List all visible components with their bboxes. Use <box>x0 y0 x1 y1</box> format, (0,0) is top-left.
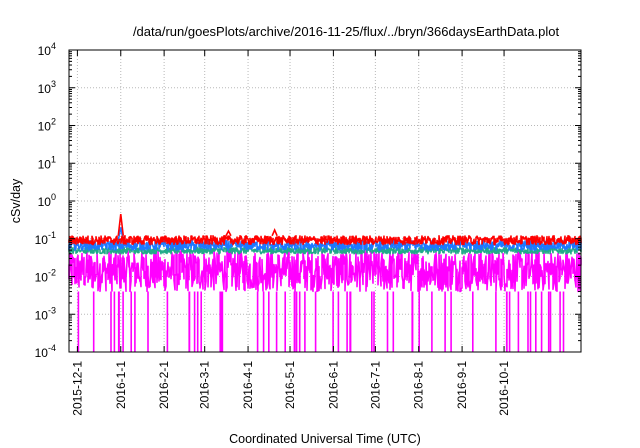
x-tick-label: 2016-5-1 <box>283 361 297 409</box>
series-0-spike <box>271 228 278 237</box>
series-layer <box>68 213 582 352</box>
x-tick-label: 2016-8-1 <box>412 361 426 409</box>
y-tick-label: 10-4 <box>35 343 56 360</box>
y-tick-label: 10-1 <box>35 230 56 247</box>
x-tick-label: 2016-4-1 <box>241 361 255 409</box>
series-0-spike <box>225 229 232 237</box>
x-tick-label: 2016-6-1 <box>326 361 340 409</box>
chart-title: /data/run/goesPlots/archive/2016-11-25/f… <box>133 24 560 39</box>
series-0-trace <box>68 235 582 246</box>
series-3-trace <box>68 249 582 352</box>
x-tick-label: 2016-2-1 <box>157 361 171 409</box>
y-tick-label: 102 <box>38 117 56 134</box>
x-tick-label: 2016-10-1 <box>497 361 511 416</box>
x-tick-label: 2016-9-1 <box>455 361 469 409</box>
x-axis-label: Coordinated Universal Time (UTC) <box>229 432 421 446</box>
series-0-spike <box>117 213 125 236</box>
grid <box>69 50 581 352</box>
x-tick-labels: 2015-12-1 2016-1-1 2016-2-1 2016-3-1 2016-4-… <box>70 361 511 416</box>
y-tick-label: 10-2 <box>35 268 56 285</box>
y-tick-labels: 10-4 10-3 10-2 10-1 100 101 102 103 104 <box>35 41 56 360</box>
y-tick-label: 104 <box>38 41 56 58</box>
y-axis-label: cSv/day <box>9 178 23 223</box>
x-tick-label: 2016-1-1 <box>114 361 128 409</box>
y-tick-label: 101 <box>38 154 56 171</box>
y-tick-label: 103 <box>38 79 56 96</box>
y-tick-label: 100 <box>38 192 56 209</box>
x-tick-label: 2015-12-1 <box>70 361 84 416</box>
x-tick-label: 2016-7-1 <box>368 361 382 409</box>
y-tick-label: 10-3 <box>35 305 56 322</box>
ticks <box>69 49 581 353</box>
x-tick-label: 2016-3-1 <box>198 361 212 409</box>
